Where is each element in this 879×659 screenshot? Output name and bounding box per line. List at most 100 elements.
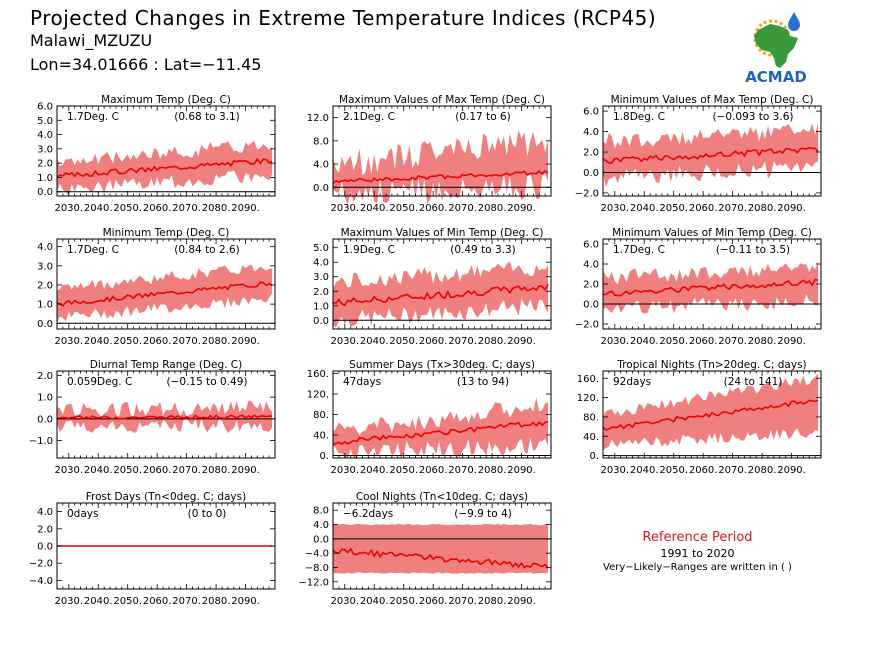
x-tick-label: 2060.: [419, 465, 448, 476]
y-tick-label: 0.0: [583, 168, 599, 179]
very-likely-range-note: Very−Likely−Ranges are written in ( ): [603, 562, 792, 573]
plot-frame: [56, 370, 276, 459]
x-tick-label: 2090.: [507, 465, 536, 476]
x-tick-label: 2080.: [748, 203, 777, 214]
x-tick-label: 2050.: [113, 465, 142, 476]
y-tick-label: 3.0: [37, 261, 53, 272]
chart-title: Diurnal Temp Range (Deg. C): [90, 359, 242, 371]
y-tick-label: 0.0: [313, 316, 329, 327]
median-change-line: [56, 157, 273, 179]
y-tick-label: 160.: [577, 374, 599, 385]
water-drop-icon: [788, 12, 800, 31]
very-likely-range-band: [57, 400, 273, 433]
reference-period-title: Reference Period: [642, 530, 753, 545]
x-tick-label: 2060.: [419, 596, 448, 607]
y-tick-label: 12.0: [307, 113, 329, 124]
very-likely-range-value: (−0.093 to 3.6): [713, 111, 794, 123]
median-change-value: 0days: [67, 508, 98, 520]
chart-panel: 2030. 2040. 2050. 2060. 2070. 2080. 2090. 12.0 8…: [307, 94, 552, 214]
africa-icon: [754, 24, 798, 68]
median-change-value: 1.7Deg. C: [67, 111, 119, 123]
very-likely-range-band: [57, 141, 273, 197]
x-tick-label: 2060.: [689, 465, 718, 476]
x-tick-label: 2070.: [718, 465, 747, 476]
chart-title: Minimum Values of Min Temp (Deg. C): [612, 227, 812, 239]
y-tick-label: 8.0: [313, 506, 329, 517]
y-tick-label: 4.0: [37, 130, 53, 141]
y-tick-label: 4.0: [313, 160, 329, 171]
y-tick-label: 2.0: [37, 280, 53, 291]
y-tick-label: 4.0: [313, 258, 329, 269]
chart-panel: 2030. 2040. 2050. 2060. 2070. 2080. 2090. 160. 1…: [307, 359, 552, 476]
x-tick-label: 2070.: [448, 596, 477, 607]
median-change-line: [602, 278, 819, 297]
x-tick-label: 2030.: [330, 336, 359, 347]
plot-frame: [602, 105, 822, 197]
y-tick-label: 4.0: [37, 242, 53, 253]
very-likely-range-band: [333, 397, 549, 460]
chart-title: Minimum Temp (Deg. C): [103, 227, 230, 239]
very-likely-range-value: (−0.11 to 3.5): [716, 244, 790, 256]
y-tick-label: 3.0: [37, 144, 53, 155]
y-tick-label: 6.0: [37, 102, 53, 113]
chart-panel: 2030. 2040. 2050. 2060. 2070. 2080. 2090. 5.0 4.…: [313, 227, 552, 347]
plot-frame: [602, 370, 822, 459]
x-tick-label: 2070.: [172, 465, 201, 476]
location-coordinates: Lon=34.01666 : Lat=−11.45: [30, 55, 262, 74]
x-tick-label: 2060.: [419, 203, 448, 214]
median-change-line: [332, 547, 549, 569]
x-tick-label: 2040.: [84, 203, 113, 214]
chart-title: Tropical Nights (Tn>20deg. C; days): [616, 359, 806, 371]
x-tick-label: 2040.: [84, 596, 113, 607]
median-change-line: [56, 281, 273, 307]
y-tick-label: 2.0: [37, 371, 53, 382]
x-tick-label: 2080.: [748, 336, 777, 347]
x-tick-label: 2090.: [231, 203, 260, 214]
x-tick-label: 2040.: [360, 465, 389, 476]
y-tick-label: 0.: [589, 451, 599, 462]
chart-panel: 2030. 2040. 2050. 2060. 2070. 2080. 2090. 8.0 4.…: [298, 491, 552, 607]
x-tick-label: 2050.: [389, 336, 418, 347]
very-likely-range-value: (0 to 0): [188, 508, 227, 520]
y-tick-label: 0.0: [583, 300, 599, 311]
median-change-line: [332, 421, 549, 446]
y-tick-label: 1.0: [37, 173, 53, 184]
y-tick-label: 80.: [313, 410, 329, 421]
median-change-line: [332, 283, 549, 307]
x-tick-label: 2030.: [330, 465, 359, 476]
location-name: Malawi_MZUZU: [30, 31, 153, 50]
very-likely-range-value: (0.17 to 6): [455, 111, 510, 123]
y-tick-label: 0.0: [37, 414, 53, 425]
chart-title: Frost Days (Tn<0deg. C; days): [86, 491, 246, 503]
x-tick-label: 2060.: [419, 336, 448, 347]
x-tick-label: 2060.: [143, 596, 172, 607]
y-tick-label: 5.0: [37, 116, 53, 127]
y-tick-label: −2.0: [29, 559, 53, 570]
x-tick-label: 2050.: [113, 203, 142, 214]
y-tick-label: 0.0: [313, 183, 329, 194]
very-likely-range-band: [333, 523, 549, 574]
x-tick-label: 2030.: [54, 336, 83, 347]
y-tick-label: −8.0: [305, 563, 329, 574]
x-tick-label: 2080.: [478, 336, 507, 347]
x-tick-label: 2090.: [231, 465, 260, 476]
y-tick-label: 0.0: [37, 542, 53, 553]
median-change-value: −6.2days: [343, 508, 393, 520]
x-tick-label: 2070.: [718, 203, 747, 214]
x-tick-label: 2060.: [143, 465, 172, 476]
plot-frame: [56, 238, 276, 330]
x-tick-label: 2080.: [478, 465, 507, 476]
x-tick-label: 2080.: [202, 203, 231, 214]
y-tick-label: 6.0: [583, 107, 599, 118]
chart-title: Summer Days (Tx>30deg. C; days): [349, 359, 535, 371]
y-tick-label: 4.0: [583, 127, 599, 138]
y-tick-label: 2.0: [583, 280, 599, 291]
chart-title: Maximum Temp (Deg. C): [101, 94, 231, 106]
chart-panel: 2030. 2040. 2050. 2060. 2070. 2080. 2090. 160. 1…: [577, 359, 822, 476]
median-change-line: [602, 146, 819, 164]
x-tick-label: 2070.: [172, 203, 201, 214]
y-tick-label: 3.0: [313, 272, 329, 283]
x-tick-label: 2070.: [448, 336, 477, 347]
very-likely-range-band: [603, 373, 819, 450]
x-tick-label: 2070.: [718, 336, 747, 347]
